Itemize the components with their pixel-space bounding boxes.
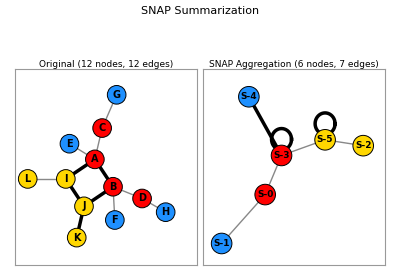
Point	[162, 210, 169, 214]
Text: S-3: S-3	[273, 151, 290, 160]
Text: D: D	[138, 193, 146, 204]
Point	[262, 192, 268, 197]
Text: S-5: S-5	[317, 135, 333, 144]
Point	[110, 185, 116, 189]
Point	[246, 95, 252, 99]
Point	[112, 218, 118, 222]
Text: F: F	[112, 215, 118, 225]
Text: A: A	[91, 154, 99, 164]
Point	[360, 143, 366, 148]
Text: K: K	[73, 233, 80, 242]
Text: SNAP Summarization: SNAP Summarization	[141, 6, 259, 16]
Text: E: E	[66, 139, 73, 149]
Text: G: G	[113, 90, 121, 100]
Text: C: C	[98, 123, 106, 133]
Text: H: H	[162, 207, 170, 217]
Text: S-4: S-4	[240, 92, 257, 101]
Point	[74, 235, 80, 240]
Point	[92, 157, 98, 162]
Point	[139, 196, 145, 201]
Point	[66, 141, 73, 146]
Text: I: I	[64, 174, 68, 184]
Point	[322, 137, 328, 142]
Point	[24, 177, 31, 181]
Text: B: B	[109, 182, 117, 192]
Point	[99, 126, 105, 130]
Point	[81, 204, 87, 209]
Point	[63, 177, 69, 181]
Point	[218, 241, 225, 246]
Point	[114, 93, 120, 97]
Text: J: J	[82, 201, 86, 211]
Text: S-2: S-2	[355, 141, 372, 150]
Text: S-0: S-0	[257, 190, 273, 199]
Point	[278, 153, 285, 158]
Text: L: L	[24, 174, 31, 184]
Title: Original (12 nodes, 12 edges): Original (12 nodes, 12 edges)	[39, 60, 173, 69]
Text: S-1: S-1	[213, 239, 230, 248]
Title: SNAP Aggregation (6 nodes, 7 edges): SNAP Aggregation (6 nodes, 7 edges)	[209, 60, 379, 69]
